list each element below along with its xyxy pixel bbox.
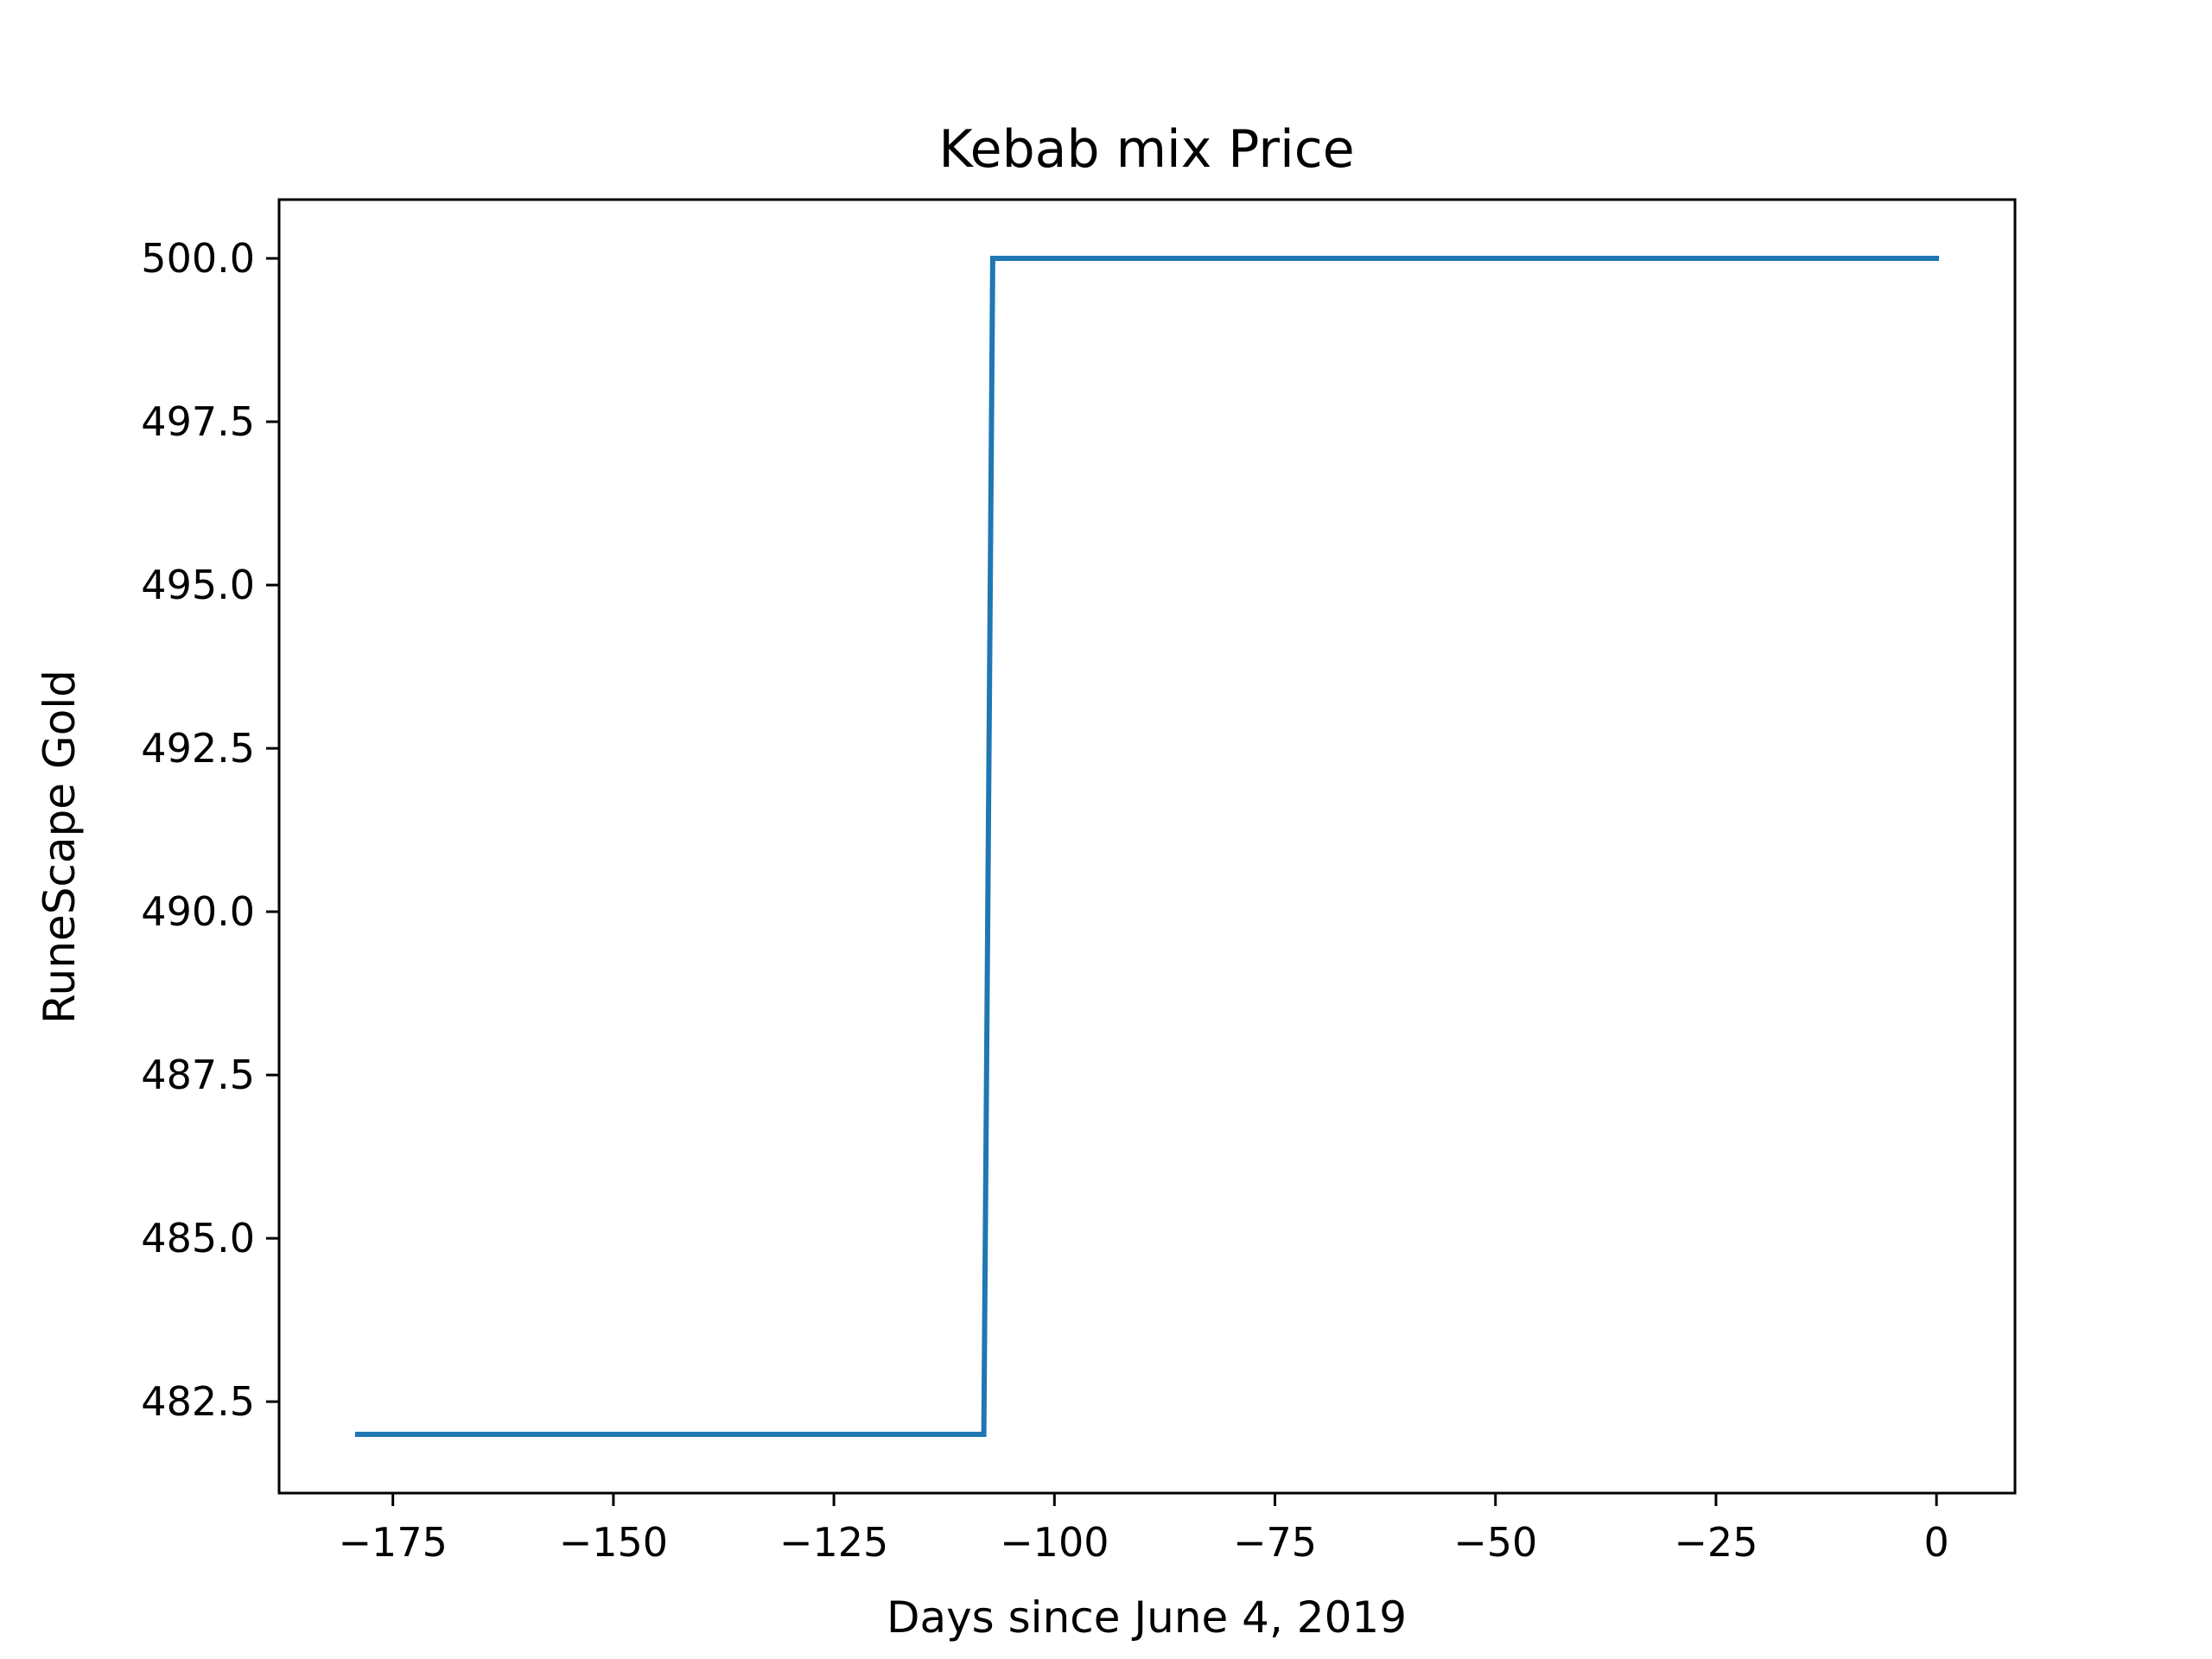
- x-axis-ticks: −175 −150 −125 −100 −75 −50 −25 0: [339, 1493, 1949, 1566]
- x-tick-label: −75: [1233, 1519, 1317, 1566]
- x-tick-label: −100: [1000, 1519, 1109, 1566]
- chart-title: Kebab mix Price: [938, 119, 1354, 180]
- y-tick-label: 482.5: [141, 1378, 255, 1425]
- y-tick-label: 487.5: [141, 1052, 255, 1098]
- y-axis-label: RuneScape Gold: [35, 670, 85, 1024]
- plot-area-frame: [277, 198, 2017, 1495]
- y-tick-label: 500.0: [141, 235, 255, 282]
- x-axis-label: Days since June 4, 2019: [887, 1592, 1407, 1643]
- y-axis-ticks: 482.5 485.0 487.5 490.0 492.5 495.0 497.5 500.0: [141, 235, 279, 1425]
- x-tick-label: 0: [1924, 1519, 1949, 1566]
- y-tick-label: 490.0: [141, 888, 255, 935]
- x-tick-label: −25: [1674, 1519, 1758, 1566]
- series-line-1: [354, 256, 1940, 1437]
- x-tick-label: −50: [1453, 1519, 1537, 1566]
- x-tick-label: −175: [339, 1519, 448, 1566]
- series-layer: [354, 256, 1940, 1437]
- y-tick-label: 492.5: [141, 725, 255, 772]
- x-tick-label: −150: [559, 1519, 668, 1566]
- y-tick-label: 495.0: [141, 562, 255, 608]
- x-tick-label: −125: [779, 1519, 888, 1566]
- y-tick-label: 485.0: [141, 1215, 255, 1262]
- y-tick-label: 497.5: [141, 398, 255, 445]
